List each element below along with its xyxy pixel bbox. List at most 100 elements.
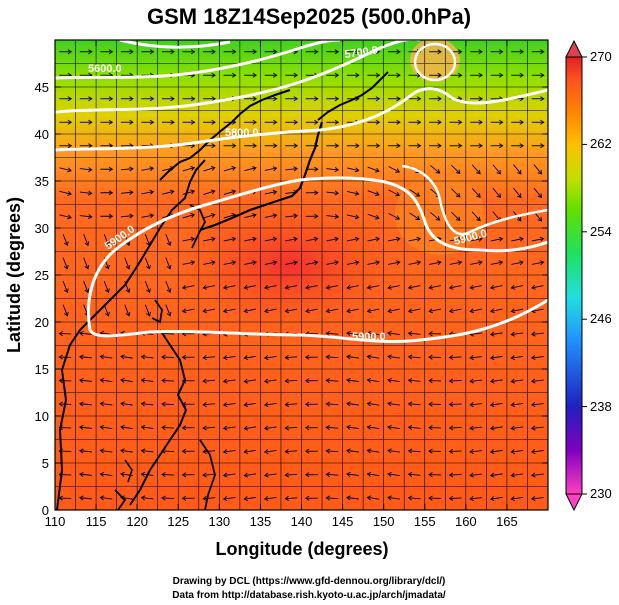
wind-arrow-shaft [120,215,133,218]
wind-arrow-head [428,354,433,360]
wind-arrow-head [304,472,310,478]
wind-arrow-head [161,425,166,431]
wind-arrow-shaft [285,168,298,171]
wind-arrow-shaft [100,473,113,477]
wind-arrow-head [272,166,278,172]
wind-arrow-shaft [79,473,92,476]
contour-5600-line [55,40,341,80]
wind-arrow-head [263,402,269,408]
wind-arrow-shaft [285,308,298,312]
wind-arrow-shaft [203,356,216,359]
wind-arrow-head [211,260,216,266]
wind-arrow-head [129,213,134,219]
wind-arrow-shaft [346,497,359,500]
wind-arrow-head [105,241,110,247]
wind-arrow-shaft [79,450,92,453]
wind-arrow-shaft [449,356,462,358]
wind-arrow-shaft [326,332,339,335]
wind-arrow-head [149,213,155,219]
colorbar-lower-arrow [565,493,583,512]
x-tick-label: 150 [373,514,395,529]
wind-arrow-shaft [367,261,380,265]
wind-arrow-shaft [346,450,359,453]
wind-arrow-head [346,377,351,383]
wind-arrow-shaft [264,356,277,359]
wind-arrow-shaft [62,280,68,293]
wind-arrow-head [120,377,125,383]
wind-arrow-head [63,264,69,270]
wind-arrow-head [129,166,134,172]
wind-arrow-head [489,331,495,337]
wind-arrow-shaft [531,332,544,335]
wind-arrow-head [489,378,495,384]
wind-arrow-head [263,355,269,361]
wind-arrow-shaft [223,355,236,359]
wind-arrow-shaft [346,403,359,406]
wind-arrow-head [387,424,392,430]
wind-arrow-shaft [244,261,257,265]
wind-arrow-shaft [471,164,481,175]
wind-arrow-shaft [367,496,380,500]
wind-arrow-head [375,72,381,78]
wind-arrow-head [428,308,434,314]
wind-arrow-head [149,189,155,195]
wind-arrow-head [211,72,216,78]
wind-arrow-shaft [285,356,298,359]
contour-label-5800: 5800.0 [225,127,259,139]
wind-arrow-shaft [100,402,113,406]
wind-arrow-head [181,448,187,454]
wind-arrow-head [129,96,134,102]
wind-arrow-head [231,260,237,266]
wind-arrow-head [489,496,495,502]
wind-arrow-shaft [120,191,133,194]
wind-arrow-shaft [326,497,339,500]
wind-arrow-head [346,401,351,407]
wind-arrow-head [314,49,319,55]
wind-arrow-head [272,189,278,195]
wind-arrow-head [387,495,392,501]
wind-arrow-head [375,119,381,125]
wind-arrow-shaft [387,238,400,242]
wind-arrow-head [407,284,413,290]
wind-arrow-head [231,49,237,55]
wind-arrow-shaft [387,449,400,453]
wind-arrow-head [202,495,207,502]
y-tick-label: 15 [35,362,49,377]
wind-arrow-head [334,260,340,266]
wind-arrow-shaft [244,355,257,359]
wind-arrow-shaft [244,496,257,500]
wind-arrow-head [366,448,372,454]
subtropical-high-core [170,195,410,335]
wind-arrow-head [448,425,454,431]
wind-arrow-head [516,216,522,222]
credit-drawing: Drawing by DCL (https://www.gfd-dennou.o… [173,576,446,587]
wind-arrow-shaft [79,168,92,171]
wind-arrow-head [190,213,196,218]
wind-arrow-head [67,119,73,125]
wind-arrow-head [354,190,360,196]
wind-arrow-head [510,378,516,384]
wind-arrow-head [346,284,351,290]
wind-arrow-shaft [326,426,339,429]
wind-arrow-shaft [182,190,195,195]
wind-arrow-head [455,169,461,175]
wind-arrow-head [125,241,131,247]
wind-arrow-head [146,264,151,270]
map-title: GSM 18Z14Sep2025 (500.0hPa) [147,4,471,29]
wind-arrow-head [304,354,310,360]
wind-arrow-shaft [223,426,236,430]
wind-arrow-shaft [165,257,171,270]
wind-arrow-shaft [367,332,380,336]
wind-arrow-head [313,260,319,266]
wind-arrow-head [79,471,84,477]
wind-arrow-shaft [203,473,216,476]
wind-arrow-shaft [62,304,68,317]
wind-arrow-head [325,425,331,431]
wind-arrow-head [375,214,380,220]
wind-arrow-head [437,119,442,125]
y-tick-label: 30 [35,221,49,236]
wind-arrow-head [435,169,441,174]
wind-arrow-head [263,472,269,478]
wind-arrow-shaft [388,166,400,173]
